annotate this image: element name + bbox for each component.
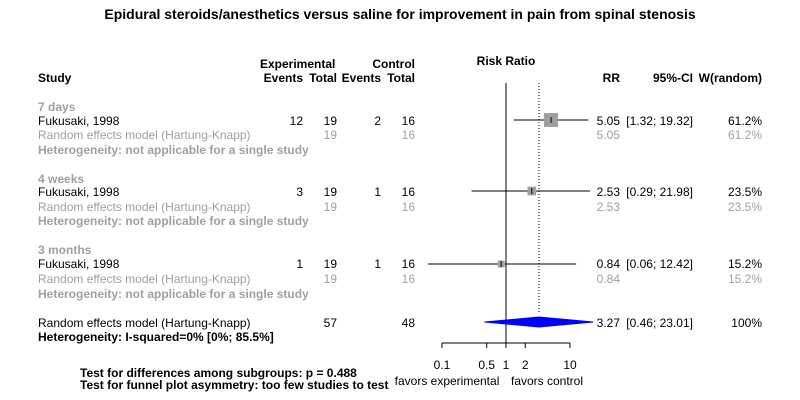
study-name: Fukusaki, 1998	[38, 114, 120, 128]
study-rr: 0.84	[596, 257, 620, 271]
study-exp-events: 1	[296, 257, 303, 271]
study-rr: 5.05	[596, 114, 620, 128]
model-rr: 2.53	[596, 200, 620, 214]
overall-weight: 100%	[731, 316, 762, 330]
study-weight: 61.2%	[727, 114, 762, 128]
model-label: Random effects model (Hartung-Knapp)	[38, 272, 251, 286]
model-label: Random effects model (Hartung-Knapp)	[38, 200, 251, 214]
model-ctrl-total: 16	[401, 272, 415, 286]
chart-title: Epidural steroids/anesthetics versus sal…	[104, 6, 696, 22]
model-weight: 15.2%	[727, 272, 762, 286]
header-exp-total: Total	[309, 71, 337, 85]
study-exp-total: 19	[323, 257, 337, 271]
study-ci: [0.29; 21.98]	[626, 185, 693, 199]
header-control: Control	[372, 57, 415, 71]
model-rr: 5.05	[596, 128, 620, 142]
header-weight: W(random)	[698, 71, 762, 85]
favors-experimental-label: favors experimental	[394, 374, 500, 388]
model-exp-total: 19	[323, 200, 337, 214]
overall-heterogeneity: Heterogeneity: I-squared=0% [0%; 85.5%]	[38, 330, 274, 344]
study-ctrl-total: 16	[401, 257, 415, 271]
overall-ctrl-total: 48	[401, 316, 415, 330]
header-rr: RR	[602, 71, 620, 85]
subgroup-label: 4 weeks	[38, 172, 85, 186]
study-weight: 15.2%	[727, 257, 762, 271]
overall-exp-total: 57	[323, 316, 337, 330]
x-tick-label: 0.5	[478, 358, 495, 372]
study-rr: 2.53	[596, 185, 620, 199]
model-weight: 23.5%	[727, 200, 762, 214]
study-exp-total: 19	[323, 185, 337, 199]
x-tick-label: 2	[522, 358, 529, 372]
study-exp-events: 12	[289, 114, 303, 128]
overall-rr: 3.27	[596, 316, 620, 330]
header-ctrl-total: Total	[387, 71, 415, 85]
study-name: Fukusaki, 1998	[38, 185, 120, 199]
study-exp-events: 3	[296, 185, 303, 199]
heterogeneity-text: Heterogeneity: not applicable for a sing…	[38, 214, 309, 228]
header-risk-ratio: Risk Ratio	[476, 54, 536, 68]
model-weight: 61.2%	[727, 128, 762, 142]
model-ctrl-total: 16	[401, 128, 415, 142]
heterogeneity-text: Heterogeneity: not applicable for a sing…	[38, 143, 309, 157]
study-ci: [0.06; 12.42]	[626, 257, 693, 271]
model-exp-total: 19	[323, 128, 337, 142]
study-ci: [1.32; 19.32]	[626, 114, 693, 128]
model-rr: 0.84	[596, 272, 620, 286]
header-exp-events: Events	[263, 71, 303, 85]
model-ctrl-total: 16	[401, 200, 415, 214]
overall-diamond	[484, 316, 594, 328]
study-ctrl-events: 1	[374, 185, 381, 199]
header-study: Study	[38, 71, 72, 85]
footnote-subgroup-test: Test for differences among subgroups: p …	[80, 366, 357, 380]
header-experimental: Experimental	[260, 57, 336, 71]
x-tick-label: 10	[563, 358, 577, 372]
study-exp-total: 19	[323, 114, 337, 128]
model-label: Random effects model (Hartung-Knapp)	[38, 128, 251, 142]
study-ctrl-events: 2	[374, 114, 381, 128]
x-tick-label: 1	[503, 358, 510, 372]
heterogeneity-text: Heterogeneity: not applicable for a sing…	[38, 287, 309, 301]
header-ctrl-events: Events	[341, 71, 381, 85]
header-ci: 95%-CI	[652, 71, 693, 85]
overall-model-label: Random effects model (Hartung-Knapp)	[38, 316, 251, 330]
study-weight: 23.5%	[727, 185, 762, 199]
study-ctrl-events: 1	[374, 257, 381, 271]
favors-control-label: favors control	[510, 374, 584, 388]
model-exp-total: 19	[323, 272, 337, 286]
subgroup-label: 3 months	[38, 243, 92, 257]
study-ctrl-total: 16	[401, 185, 415, 199]
overall-ci: [0.46; 23.01]	[626, 316, 693, 330]
study-name: Fukusaki, 1998	[38, 257, 120, 271]
x-tick-label: 0.1	[434, 358, 451, 372]
footnote-funnel-test: Test for funnel plot asymmetry: too few …	[80, 378, 389, 392]
study-ctrl-total: 16	[401, 114, 415, 128]
subgroup-label: 7 days	[38, 100, 76, 114]
